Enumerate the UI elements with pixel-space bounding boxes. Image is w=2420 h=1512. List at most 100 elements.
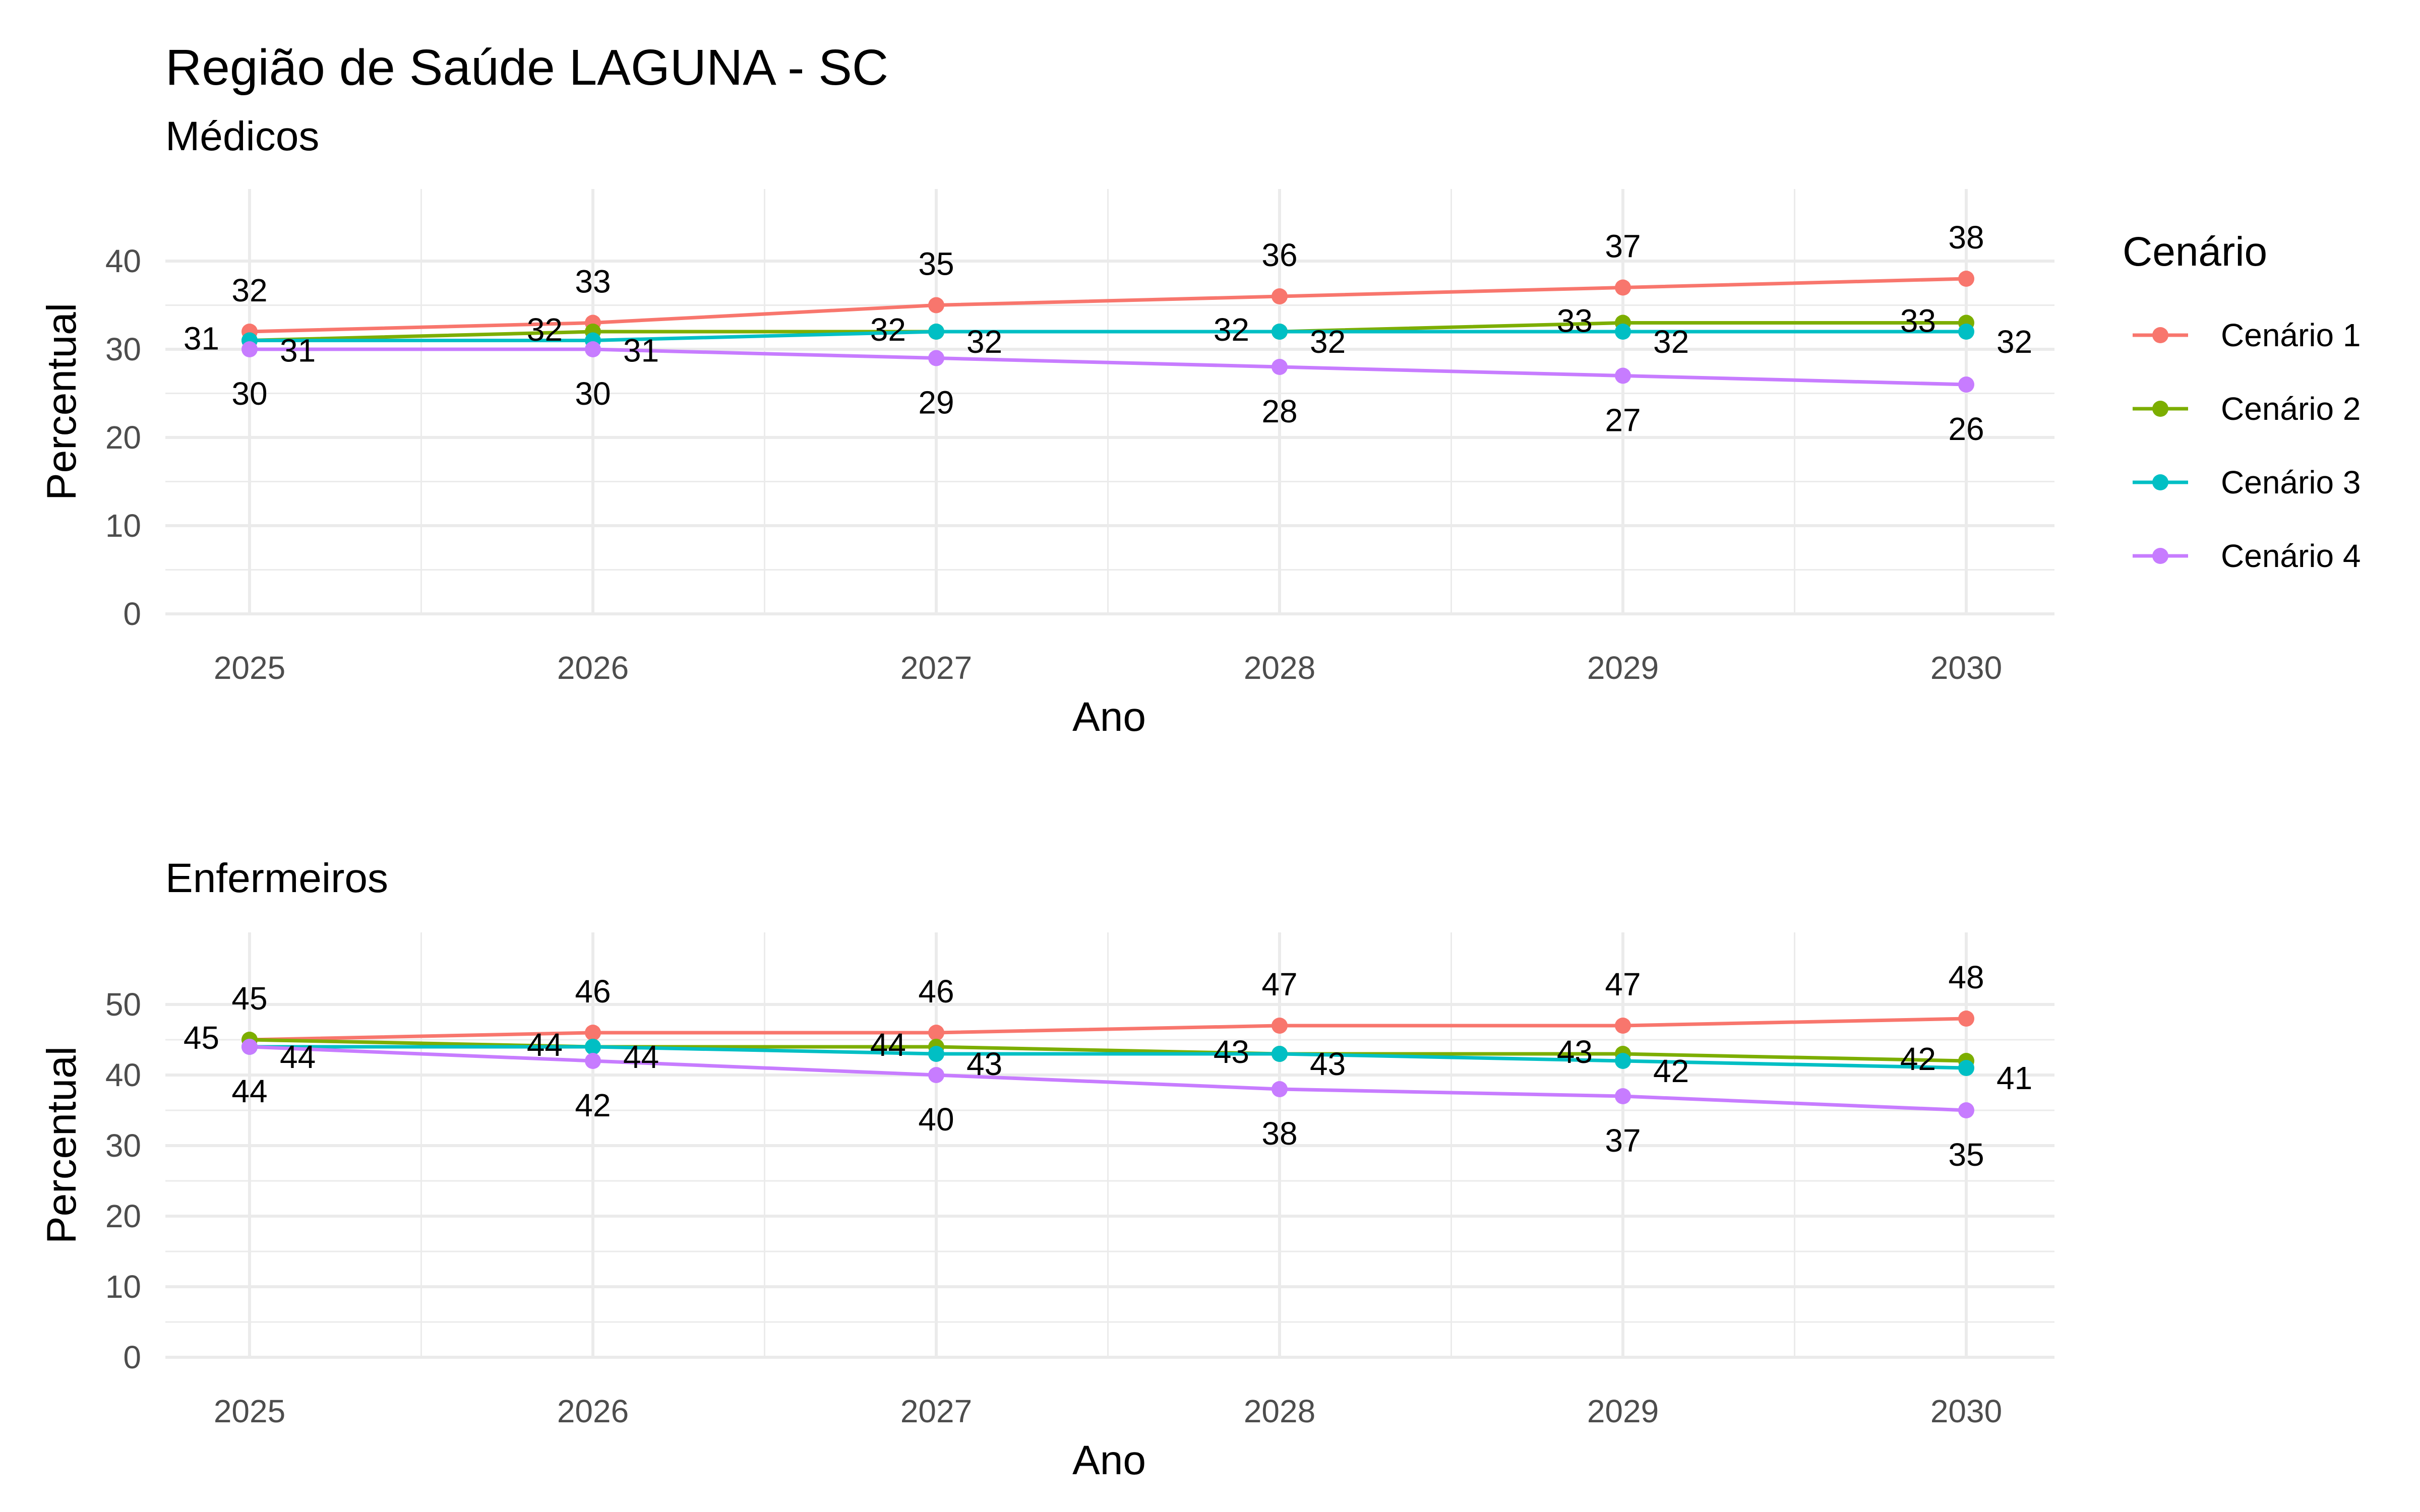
legend-items: Cenário 1 Cenário 2 Cenário 3 Cenário 4 [2133,317,2361,574]
legend-label: Cenário 1 [2221,317,2361,353]
enfermeiros-cenario-4-point [1272,1081,1288,1097]
y-tick-label: 40 [105,243,141,279]
medicos-cenario-3-point [1615,324,1631,340]
legend-key-point [2152,327,2168,343]
enfermeiros-cenario-2-data-label: 45 [184,1020,219,1056]
enfermeiros-x-ticks: 2025 2026 2027 2028 2029 2030 [214,1393,2002,1429]
y-tick-label: 20 [105,1198,141,1234]
medicos-cenario-1-line [249,277,1967,334]
medicos-cenario-1-data-label: 38 [1948,219,1984,256]
medicos-cenario-1-point [928,297,944,313]
legend-item-cenario-4: Cenário 4 [2133,538,2361,574]
enfermeiros-cenario-3-point [585,1039,601,1055]
enfermeiros-x-axis-label: Ano [1072,1437,1146,1483]
enfermeiros-cenario-4-line [249,1045,1967,1112]
enfermeiros-cenario-1-point [1958,1011,1974,1027]
x-tick-label: 2027 [900,650,972,686]
enfermeiros-panel: Enfermeiros 45 46 46 47 47 48 45 44 44 43 43 42 44 44… [39,855,2054,1483]
medicos-cenario-3-data-label: 32 [966,324,1002,360]
enfermeiros-cenario-1-data-label: 45 [231,980,267,1017]
x-tick-label: 2025 [214,1393,285,1429]
medicos-cenario-3-data-label: 32 [1653,324,1689,360]
medicos-cenario-4-data-label: 29 [918,385,954,421]
x-tick-label: 2030 [1930,650,2002,686]
legend-item-cenario-1: Cenário 1 [2133,317,2361,353]
medicos-cenario-2-data-label: 31 [184,321,219,357]
medicos-cenario-3-data-label: 31 [280,333,316,369]
medicos-cenario-4-point [928,350,944,366]
medicos-cenario-1-data-label: 35 [918,246,954,282]
medicos-cenario-4-data-label: 27 [1605,402,1641,438]
medicos-points [241,271,1974,393]
enfermeiros-grid [165,932,2054,1359]
legend-label: Cenário 3 [2221,464,2361,500]
medicos-cenario-2-data-label: 33 [1900,303,1936,339]
medicos-lines [249,277,1967,387]
enfermeiros-cenario-3-point [928,1046,944,1062]
medicos-y-ticks: 0 10 20 30 40 [105,243,141,632]
legend-key-point [2152,401,2168,417]
enfermeiros-cenario-4-data-label: 42 [575,1087,611,1123]
medicos-cenario-3-point [1958,324,1974,340]
enfermeiros-cenario-4-point [241,1039,258,1055]
enfermeiros-cenario-3-line [250,1045,1967,1070]
enfermeiros-cenario-1-point [1615,1018,1631,1034]
enfermeiros-cenario-1-data-label: 47 [1261,966,1297,1002]
y-tick-label: 0 [123,1339,141,1375]
enfermeiros-cenario-3-point [1615,1053,1631,1069]
medicos-cenario-3-point [1272,324,1288,340]
legend-key-point [2152,548,2168,564]
enfermeiros-cenario-1-data-label: 47 [1605,966,1641,1002]
medicos-cenario-2-data-label: 32 [1214,311,1249,348]
y-tick-label: 0 [123,596,141,632]
enfermeiros-cenario-4-data-label: 35 [1948,1137,1984,1173]
enfermeiros-cenario-3-data-label: 44 [280,1039,316,1075]
enfermeiros-cenario-4-data-label: 44 [231,1073,267,1109]
enfermeiros-cenario-2-data-label: 44 [527,1027,563,1063]
legend-item-cenario-2: Cenário 2 [2133,391,2361,427]
enfermeiros-cenario-2-data-label: 43 [1214,1034,1249,1070]
x-tick-label: 2029 [1587,650,1659,686]
enfermeiros-cenario-2-data-label: 42 [1900,1041,1936,1077]
medicos-cenario-2-data-label: 32 [527,311,563,348]
x-tick-label: 2026 [557,1393,629,1429]
legend-key-point [2152,474,2168,490]
y-tick-label: 40 [105,1057,141,1093]
x-tick-label: 2025 [214,650,285,686]
enfermeiros-cenario-2-data-label: 43 [1557,1034,1593,1070]
medicos-cenario-4-data-label: 28 [1261,393,1297,429]
enfermeiros-cenario-4-data-label: 40 [918,1101,954,1138]
medicos-cenario-1-data-label: 32 [231,272,267,308]
enfermeiros-cenario-3-data-label: 43 [966,1046,1002,1082]
enfermeiros-cenario-3-data-label: 42 [1653,1053,1689,1089]
enfermeiros-cenario-1-point [585,1025,601,1041]
enfermeiros-cenario-3-data-label: 41 [1996,1060,2032,1096]
enfermeiros-cenario-1-data-label: 46 [918,973,954,1010]
medicos-cenario-3-data-label: 32 [1310,324,1346,360]
y-tick-label: 30 [105,331,141,367]
y-tick-label: 50 [105,986,141,1023]
medicos-cenario-4-point [241,341,258,357]
enfermeiros-cenario-1-data-label: 48 [1948,959,1984,995]
x-tick-label: 2027 [900,1393,972,1429]
enfermeiros-cenario-1-line [249,1017,1967,1042]
medicos-y-axis-label: Percentual [39,303,85,500]
y-tick-label: 10 [105,1269,141,1305]
legend-label: Cenário 2 [2221,391,2361,427]
medicos-cenario-1-data-label: 33 [575,264,611,300]
medicos-cenario-3-data-label: 32 [1996,324,2032,360]
medicos-x-axis-label: Ano [1072,694,1146,740]
x-tick-label: 2029 [1587,1393,1659,1429]
medicos-cenario-1-data-label: 37 [1605,228,1641,265]
x-tick-label: 2028 [1244,650,1315,686]
medicos-cenario-1-data-label: 36 [1261,237,1297,273]
medicos-cenario-1-point [1958,271,1974,287]
enfermeiros-cenario-3-data-label: 43 [1310,1046,1346,1082]
enfermeiros-cenario-1-point [928,1025,944,1041]
medicos-cenario-3-point [928,324,944,340]
medicos-cenario-4-point [1615,367,1631,384]
enfermeiros-cenario-4-point [1958,1102,1974,1118]
